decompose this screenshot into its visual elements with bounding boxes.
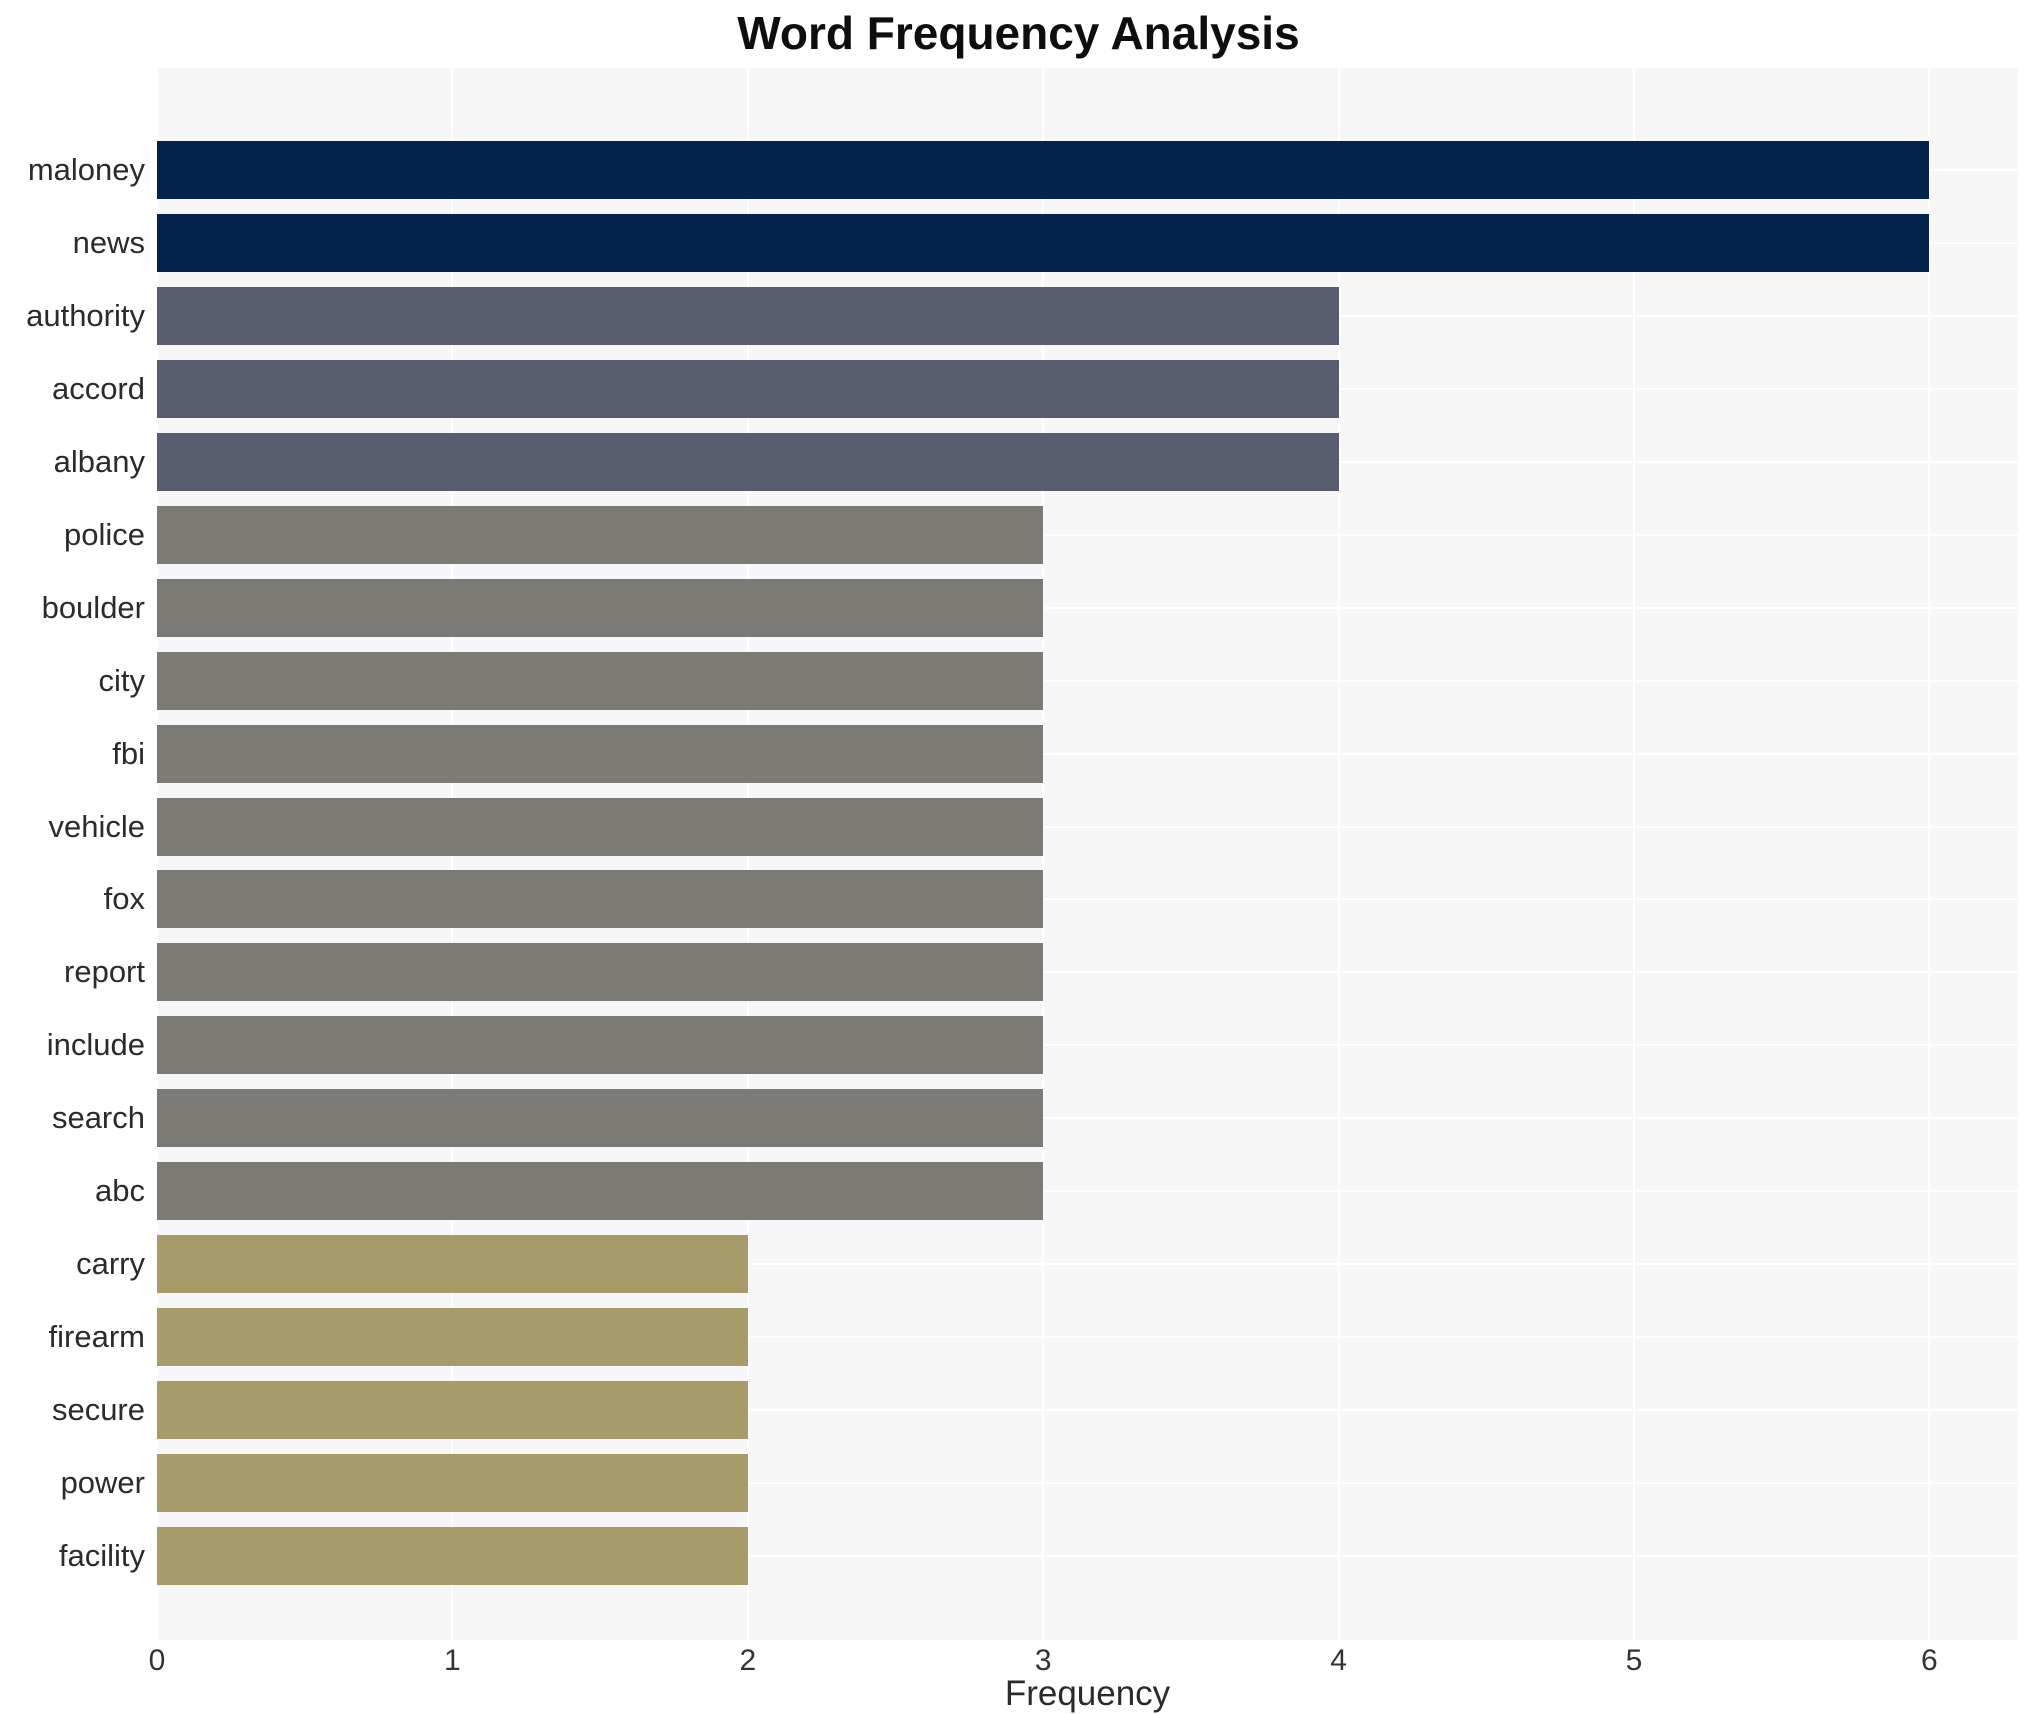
y-axis-label-search: search [51,1100,145,1136]
y-gridline [157,1335,2018,1338]
y-gridline [157,1262,2018,1265]
chart-title: Word Frequency Analysis [737,7,1300,59]
bar-news [157,214,1930,273]
x-axis: 0 1 2 3 4 5 6 [149,1644,2018,1680]
x-axis-title: Frequency [1004,1674,1171,1713]
bar-authority [157,287,1339,346]
y-gridline [157,1554,2018,1557]
bar-fbi [157,724,1044,783]
bar-facility [157,1526,748,1585]
y-axis-label-fox: fox [103,881,145,917]
bar-carry [157,1234,748,1293]
y-axis-label-secure: secure [51,1391,145,1427]
x-tick-label-5: 5 [1625,1644,1643,1677]
bar-police [157,505,1044,564]
y-axis-label-carry: carry [76,1245,145,1281]
y-axis-label-authority: authority [26,298,145,334]
x-tick-label-1: 1 [444,1644,461,1677]
y-gridline [157,1190,2018,1193]
y-axis-label-firearm: firearm [48,1318,145,1354]
y-gridline [157,898,2018,901]
bar-report [157,943,1044,1002]
y-axis-label-vehicle: vehicle [48,808,146,844]
bar-fox [157,870,1044,929]
bar-power [157,1453,748,1512]
bar-boulder [157,578,1044,637]
y-gridline [157,752,2018,755]
bar-city [157,651,1044,710]
bar-albany [157,433,1339,492]
plot-area [156,68,2018,1640]
x-tick-label-6: 6 [1921,1644,1938,1677]
y-axis-labels: maloney news authority accord albany police bo… [0,68,145,1640]
x-tick-label-3: 3 [1034,1644,1052,1677]
x-gridline [1337,68,1340,1640]
y-axis-label-albany: albany [53,444,145,480]
y-axis-label-report: report [64,954,145,990]
y-gridline [157,533,2018,536]
bar-vehicle [157,797,1044,856]
x-gridline [1632,68,1635,1640]
bar-include [157,1016,1044,1075]
y-axis-label-include: include [46,1027,145,1063]
y-gridline [157,971,2018,974]
bar-firearm [157,1307,748,1366]
x-gridline [1928,68,1931,1640]
y-gridline [157,679,2018,682]
x-tick-label-2: 2 [739,1644,757,1677]
bar-secure [157,1380,748,1439]
bar-search [157,1089,1044,1148]
y-gridline [157,825,2018,828]
y-axis-label-accord: accord [51,371,145,407]
y-axis-label-fbi: fbi [112,735,145,771]
y-gridline [157,1481,2018,1484]
x-tick-label-0: 0 [148,1644,166,1677]
y-axis-label-maloney: maloney [27,152,145,188]
y-gridline [157,1044,2018,1047]
y-axis-label-abc: abc [95,1173,145,1209]
x-gridline [1042,68,1045,1640]
y-axis-label-news: news [72,225,145,261]
bar-accord [157,360,1339,419]
x-tick-label-4: 4 [1330,1644,1347,1677]
y-axis-label-city: city [98,662,146,698]
y-axis-label-boulder: boulder [41,589,145,625]
y-gridline [157,1408,2018,1411]
y-gridline [157,1117,2018,1120]
y-axis-label-power: power [60,1464,145,1500]
bar-maloney [157,141,1930,200]
y-axis-label-facility: facility [58,1537,145,1573]
y-axis-label-police: police [64,516,145,552]
y-gridline [157,606,2018,609]
bar-abc [157,1162,1044,1221]
